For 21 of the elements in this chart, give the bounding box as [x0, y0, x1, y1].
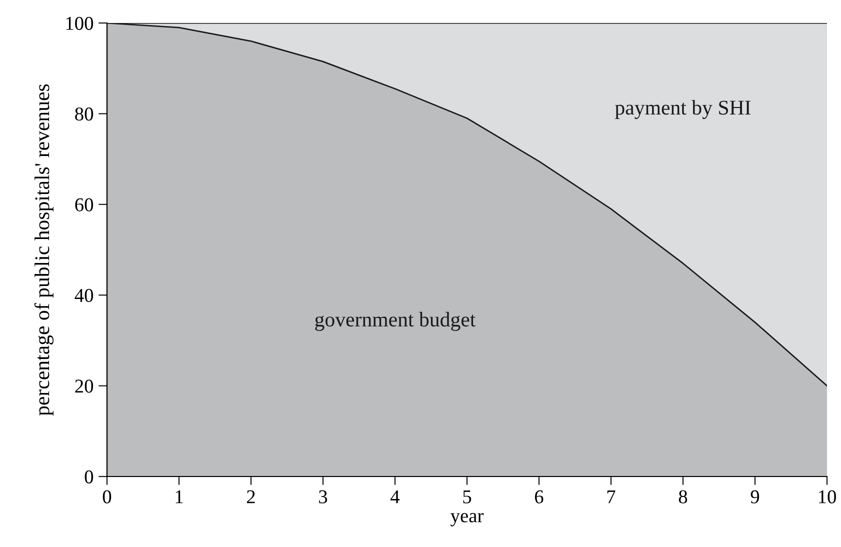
y-tick-label: 20 [75, 380, 94, 393]
series-label: government budget [315, 312, 476, 331]
x-tick-label: 7 [607, 490, 616, 504]
series-label: payment by SHI [615, 100, 751, 120]
x-tick-label: 1 [176, 490, 183, 504]
y-tick-label: 100 [66, 16, 94, 30]
x-tick-label: 9 [750, 490, 760, 504]
x-tick-label: 2 [246, 490, 255, 504]
y-tick-label: 40 [74, 288, 94, 302]
x-tick-label: 0 [102, 490, 112, 504]
y-axis-title: percentage of public hospitals' revenues [34, 84, 54, 416]
y-tick-label: 80 [75, 108, 94, 121]
y-tick-label: 60 [75, 198, 94, 212]
x-tick-label: 5 [463, 490, 472, 504]
x-tick-label: 6 [534, 490, 544, 504]
x-tick-label: 10 [818, 490, 836, 504]
x-tick-label: 4 [390, 490, 400, 504]
x-tick-label: 3 [319, 490, 328, 504]
x-tick-label: 8 [678, 490, 688, 504]
x-axis-title: year [450, 512, 484, 526]
y-tick-label: 0 [84, 470, 94, 484]
